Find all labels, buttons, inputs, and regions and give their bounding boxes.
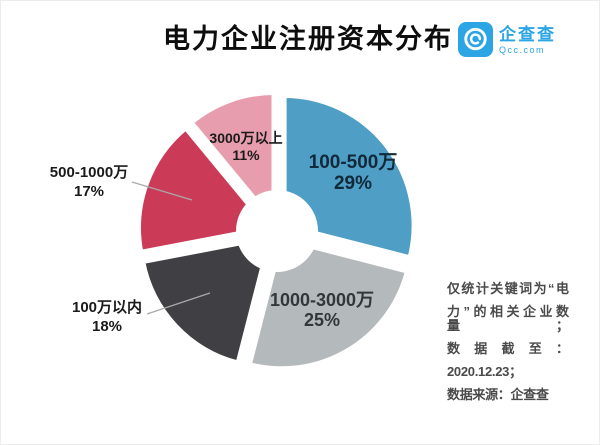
logo-name: 企查查 (499, 24, 556, 44)
pie-slice-2 (140, 234, 273, 366)
qcc-logo-text: 企查查 Qcc.com (499, 25, 556, 55)
footnote-line: 力”的相关企业数量； (447, 304, 569, 333)
pie-slice-4 (188, 90, 277, 225)
pie-slice-3 (136, 125, 271, 255)
footnote-line: 数据截至： (447, 341, 569, 356)
qcc-logo: 企查查 Qcc.com (458, 22, 556, 57)
pie-slice-1 (246, 236, 410, 372)
donut-hole (236, 190, 318, 272)
pie-slice-0 (281, 93, 417, 261)
footnote-line: 仅统计关键词为“电 (447, 281, 569, 296)
footnote: 仅统计关键词为“电 力”的相关企业数量； 数据截至： 2020.12.23； 数… (447, 282, 569, 411)
page-title: 电力企业注册资本分布 (163, 24, 453, 54)
logo-domain: Qcc.com (499, 44, 546, 55)
footnote-line: 数据来源：企查查 (447, 387, 549, 402)
leader-line (131, 181, 193, 201)
qcc-logo-icon (458, 22, 493, 57)
leader-line (146, 292, 211, 315)
footnote-line: 2020.12.23； (447, 364, 522, 379)
